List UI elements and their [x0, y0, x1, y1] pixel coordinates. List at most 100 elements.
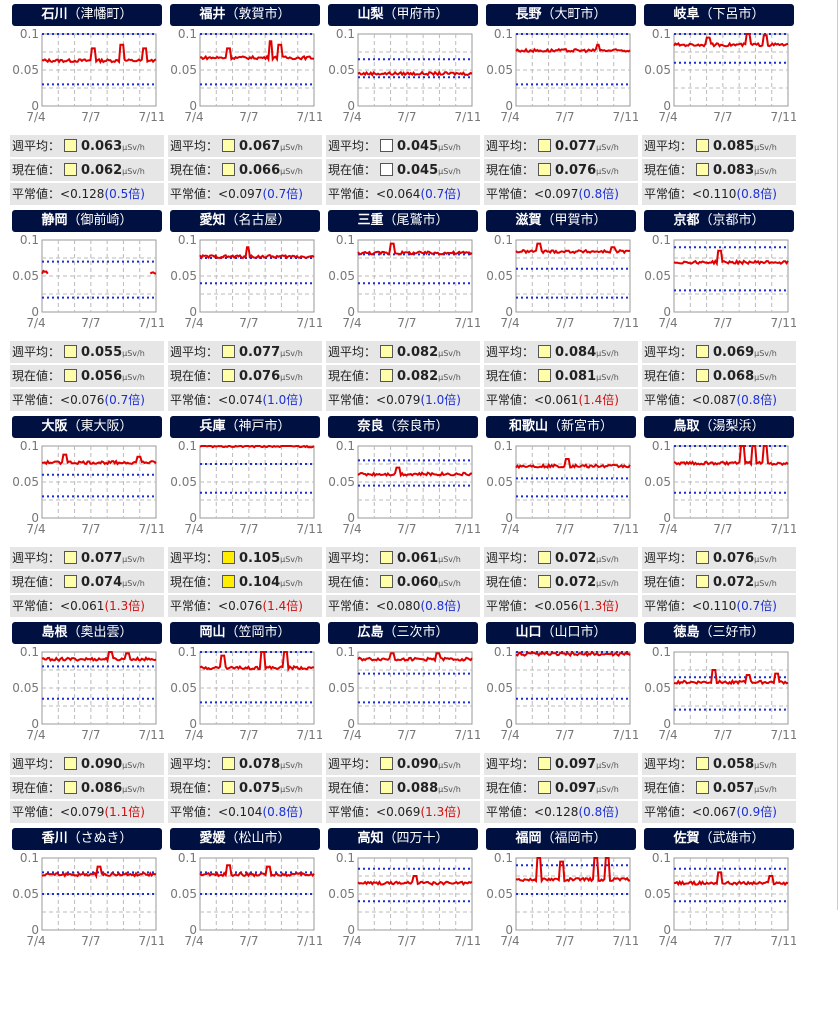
station-title[interactable]: 岐阜（下呂市）: [644, 4, 794, 26]
station-title[interactable]: 佐賀（武雄市）: [644, 828, 794, 850]
station-card[interactable]: 愛媛（松山市） 0.1 0.05 0 7/4 7/7 7/11: [168, 828, 322, 1034]
dose-value: 0.086: [81, 781, 123, 796]
prefecture-name: 石川: [41, 7, 68, 22]
station-title[interactable]: 山梨（甲府市）: [328, 4, 478, 26]
y-tick-label: 0.05: [644, 269, 671, 283]
y-tick-label: 0.05: [12, 269, 39, 283]
station-title[interactable]: 静岡（御前崎）: [12, 210, 162, 232]
y-tick-label: 0: [663, 717, 671, 731]
row-label: 現在値：: [486, 575, 535, 589]
level-indicator: [222, 163, 236, 176]
station-card[interactable]: 大阪（東大阪） 0.1 0.05 0 7/4 7/7 7/11 週平均： 0.077μSv/h 現…: [10, 416, 164, 622]
station-card[interactable]: 静岡（御前崎） 0.1 0.05 0 7/4 7/7 7/11 週平均： 0.055μSv/h 現…: [10, 210, 164, 416]
prefecture-name: 香川: [41, 831, 68, 846]
station-card[interactable]: 愛知（名古屋） 0.1 0.05 0 7/4 7/7 7/11 週平均： 0.077μSv/h 現…: [168, 210, 322, 416]
level-indicator: [380, 345, 394, 358]
station-title[interactable]: 奈良（奈良市）: [328, 416, 478, 438]
city-name: （下呂市）: [699, 7, 765, 22]
y-tick-label: 0.1: [336, 645, 355, 659]
row-label: 平常値：: [170, 393, 219, 407]
station-title[interactable]: 和歌山（新宮市）: [486, 416, 636, 438]
station-card[interactable]: 高知（四万十） 0.1 0.05 0 7/4 7/7 7/11: [326, 828, 480, 1034]
normal-value: <0.076: [60, 393, 105, 407]
station-title[interactable]: 福岡（福岡市）: [486, 828, 636, 850]
station-title[interactable]: 高知（四万十）: [328, 828, 478, 850]
prefecture-name: 島根: [41, 625, 68, 640]
y-tick-label: 0: [505, 99, 513, 113]
level-indicator: [222, 781, 236, 794]
week-average-row: 週平均： 0.105μSv/h: [168, 547, 322, 569]
station-card[interactable]: 島根（奥出雲） 0.1 0.05 0 7/4 7/7 7/11 週平均： 0.090μSv/h 現…: [10, 622, 164, 828]
station-title[interactable]: 鳥取（湯梨浜）: [644, 416, 794, 438]
station-card[interactable]: 香川（さぬき） 0.1 0.05 0 7/4 7/7 7/11: [10, 828, 164, 1034]
station-card[interactable]: 京都（京都市） 0.1 0.05 0 7/4 7/7 7/11 週平均： 0.069μSv/h 現…: [642, 210, 796, 416]
station-card[interactable]: 佐賀（武雄市） 0.1 0.05 0 7/4 7/7 7/11: [642, 828, 796, 1034]
station-card[interactable]: 山口（山口市） 0.1 0.05 0 7/4 7/7 7/11 週平均： 0.097μSv/h 現…: [484, 622, 638, 828]
week-average-row: 週平均： 0.045μSv/h: [326, 135, 480, 157]
y-tick-label: 0.1: [652, 439, 671, 453]
prefecture-name: 京都: [673, 213, 700, 228]
ratio-value: (0.8倍): [578, 805, 619, 819]
station-title[interactable]: 香川（さぬき）: [12, 828, 162, 850]
dose-value: 0.105: [239, 551, 281, 566]
station-title[interactable]: 岡山（笠岡市）: [170, 622, 320, 644]
station-card[interactable]: 岐阜（下呂市） 0.1 0.05 0 7/4 7/7 7/11 週平均： 0.085μSv/h 現…: [642, 4, 796, 210]
y-tick-label: 0.1: [20, 27, 39, 41]
station-title[interactable]: 島根（奥出雲）: [12, 622, 162, 644]
station-card[interactable]: 長野（大町市） 0.1 0.05 0 7/4 7/7 7/11 週平均： 0.077μSv/h 現…: [484, 4, 638, 210]
row-label: 週平均：: [486, 757, 535, 771]
dose-value: 0.078: [239, 757, 281, 772]
station-card[interactable]: 広島（三次市） 0.1 0.05 0 7/4 7/7 7/11 週平均： 0.090μSv/h 現…: [326, 622, 480, 828]
week-average-row: 週平均： 0.067μSv/h: [168, 135, 322, 157]
unit-label: μSv/h: [596, 349, 619, 358]
dose-series-line: [41, 269, 49, 275]
x-tick-label: 7/4: [658, 316, 677, 330]
station-card[interactable]: 滋賀（甲賀市） 0.1 0.05 0 7/4 7/7 7/11 週平均： 0.084μSv/h 現…: [484, 210, 638, 416]
dose-value: 0.097: [555, 781, 597, 796]
station-card[interactable]: 福井（敦賀市） 0.1 0.05 0 7/4 7/7 7/11 週平均： 0.067μSv/h 現…: [168, 4, 322, 210]
station-card[interactable]: 岡山（笠岡市） 0.1 0.05 0 7/4 7/7 7/11 週平均： 0.078μSv/h 現…: [168, 622, 322, 828]
city-name: （津幡町）: [67, 7, 133, 22]
dose-series-line: [515, 651, 631, 658]
station-card[interactable]: 徳島（三好市） 0.1 0.05 0 7/4 7/7 7/11 週平均： 0.058μSv/h 現…: [642, 622, 796, 828]
station-title[interactable]: 大阪（東大阪）: [12, 416, 162, 438]
station-card[interactable]: 三重（尾鷲市） 0.1 0.05 0 7/4 7/7 7/11 週平均： 0.082μSv/h 現…: [326, 210, 480, 416]
station-title[interactable]: 三重（尾鷲市）: [328, 210, 478, 232]
station-card[interactable]: 山梨（甲府市） 0.1 0.05 0 7/4 7/7 7/11 週平均： 0.045μSv/h 現…: [326, 4, 480, 210]
dose-value: 0.055: [81, 345, 123, 360]
y-tick-label: 0.1: [336, 233, 355, 247]
dose-value: 0.077: [81, 551, 123, 566]
station-card[interactable]: 兵庫（神戸市） 0.1 0.05 0 7/4 7/7 7/11 週平均： 0.105μSv/h 現…: [168, 416, 322, 622]
row-label: 平常値：: [328, 599, 377, 613]
station-card[interactable]: 和歌山（新宮市） 0.1 0.05 0 7/4 7/7 7/11 週平均： 0.072μSv/h…: [484, 416, 638, 622]
station-title[interactable]: 福井（敦賀市）: [170, 4, 320, 26]
current-value-row: 現在値： 0.057μSv/h: [642, 777, 796, 799]
y-tick-label: 0.05: [486, 681, 513, 695]
station-title[interactable]: 徳島（三好市）: [644, 622, 794, 644]
station-title[interactable]: 広島（三次市）: [328, 622, 478, 644]
x-tick-label: 7/11: [297, 316, 322, 330]
station-title[interactable]: 京都（京都市）: [644, 210, 794, 232]
y-tick-label: 0.1: [178, 27, 197, 41]
x-tick-label: 7/7: [397, 728, 416, 742]
station-title[interactable]: 長野（大町市）: [486, 4, 636, 26]
station-title[interactable]: 滋賀（甲賀市）: [486, 210, 636, 232]
dose-chart: 0.1 0.05 07/4 7/7 7/11: [12, 233, 164, 330]
station-card[interactable]: 奈良（奈良市） 0.1 0.05 0 7/4 7/7 7/11 週平均： 0.061μSv/h 現…: [326, 416, 480, 622]
station-title[interactable]: 山口（山口市）: [486, 622, 636, 644]
station-title[interactable]: 兵庫（神戸市）: [170, 416, 320, 438]
normal-value: <0.056: [534, 599, 579, 613]
x-tick-label: 7/4: [26, 316, 45, 330]
station-card[interactable]: 鳥取（湯梨浜） 0.1 0.05 0 7/4 7/7 7/11 週平均： 0.076μSv/h 現…: [642, 416, 796, 622]
station-title[interactable]: 愛媛（松山市）: [170, 828, 320, 850]
current-value-row: 現在値： 0.074μSv/h: [10, 571, 164, 593]
dose-value: 0.066: [239, 163, 281, 178]
station-card[interactable]: 石川（津幡町） 0.1 0.05 0 7/4 7/7 7/11 週平均： 0.063μSv/h 現…: [10, 4, 164, 210]
dose-series-line: [357, 652, 473, 663]
unit-label: μSv/h: [280, 579, 303, 588]
station-title[interactable]: 愛知（名古屋）: [170, 210, 320, 232]
dose-value: 0.045: [397, 139, 439, 154]
dose-series-line: [673, 871, 789, 887]
station-card[interactable]: 福岡（福岡市） 0.1 0.05 0 7/4 7/7 7/11: [484, 828, 638, 1034]
station-title[interactable]: 石川（津幡町）: [12, 4, 162, 26]
